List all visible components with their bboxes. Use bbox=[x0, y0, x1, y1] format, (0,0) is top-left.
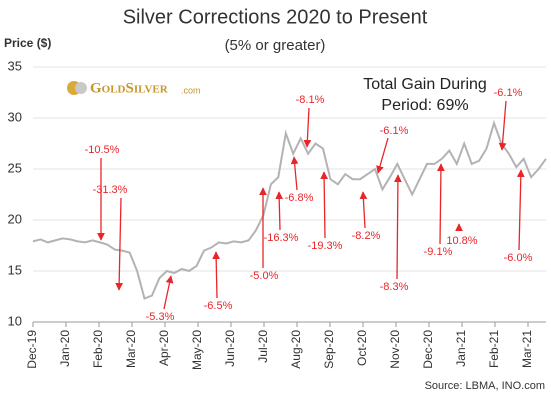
annotation: -19.3% bbox=[308, 240, 343, 252]
annotation-arrow bbox=[394, 174, 402, 280]
logo-domain: .com bbox=[181, 85, 201, 95]
logo-brand: GoldSilver bbox=[90, 80, 169, 96]
annotation: -31.3% bbox=[93, 184, 128, 196]
x-tick-label: Sep-20 bbox=[322, 330, 336, 369]
x-tick-label: Feb-20 bbox=[91, 330, 105, 368]
annotation-arrow bbox=[516, 169, 525, 251]
annotation: -6.1% bbox=[494, 87, 523, 99]
annotation-arrow bbox=[275, 191, 284, 231]
annotation-arrow bbox=[115, 197, 124, 291]
y-tick-label: 10 bbox=[8, 313, 22, 328]
price-line bbox=[32, 119, 547, 300]
y-tick-label: 35 bbox=[8, 58, 22, 73]
x-tick-label: Mar-21 bbox=[520, 330, 534, 368]
x-tick-label: Nov-20 bbox=[388, 330, 402, 369]
y-axis-label: Price ($) bbox=[4, 36, 51, 50]
annotation: -8.2% bbox=[352, 230, 381, 242]
annotation-arrow bbox=[498, 100, 507, 151]
x-tick-label: Mar-20 bbox=[124, 330, 138, 368]
annotation-arrow bbox=[437, 163, 445, 245]
annotation-arrow bbox=[320, 171, 329, 239]
annotation: -5.3% bbox=[146, 311, 175, 323]
x-tick-label: Dec-19 bbox=[25, 330, 39, 369]
x-tick-label: Aug-20 bbox=[289, 330, 303, 369]
callout: Total Gain During bbox=[363, 76, 487, 93]
x-tick-label: Jan-21 bbox=[454, 330, 468, 367]
chart-subtitle: (5% or greater) bbox=[225, 37, 326, 54]
x-tick-label: Apr-20 bbox=[157, 330, 171, 366]
annotation: 10.8% bbox=[446, 235, 477, 247]
x-tick-label: Dec-20 bbox=[421, 330, 435, 369]
y-tick-label: 25 bbox=[8, 160, 22, 175]
y-tick-label: 30 bbox=[8, 109, 22, 124]
x-tick-label: Feb-21 bbox=[487, 330, 501, 368]
annotation: -6.1% bbox=[380, 125, 409, 137]
annotation: -8.1% bbox=[296, 94, 325, 106]
x-tick-label: Jun-20 bbox=[223, 330, 237, 367]
annotation: -10.5% bbox=[85, 144, 120, 156]
annotation: -6.8% bbox=[285, 192, 314, 204]
x-tick-label: Oct-20 bbox=[355, 330, 369, 366]
annotation: -8.3% bbox=[380, 281, 409, 293]
x-tick-label: Jul-20 bbox=[256, 330, 270, 363]
y-tick-label: 20 bbox=[8, 211, 22, 226]
annotation: -6.5% bbox=[204, 300, 233, 312]
annotation: -6.0% bbox=[504, 252, 533, 264]
callout: Period: 69% bbox=[381, 97, 468, 114]
annotation-arrow bbox=[303, 107, 312, 148]
annotation-arrow bbox=[376, 137, 389, 174]
x-tick-label: Jan-20 bbox=[58, 330, 72, 367]
x-tick-label: May-20 bbox=[190, 330, 204, 370]
logo-coin bbox=[75, 82, 87, 94]
annotation: -9.1% bbox=[424, 246, 453, 258]
annotation-arrow bbox=[212, 251, 221, 299]
y-tick-label: 15 bbox=[8, 262, 22, 277]
chart-title: Silver Corrections 2020 to Present bbox=[123, 6, 428, 28]
annotation: -16.3% bbox=[264, 232, 299, 244]
source: Source: LBMA, INO.com bbox=[425, 380, 545, 392]
annotation-arrow bbox=[359, 191, 368, 229]
annotation: -5.0% bbox=[250, 270, 279, 282]
annotation-arrow bbox=[163, 275, 174, 310]
annotation-arrow bbox=[290, 156, 299, 191]
